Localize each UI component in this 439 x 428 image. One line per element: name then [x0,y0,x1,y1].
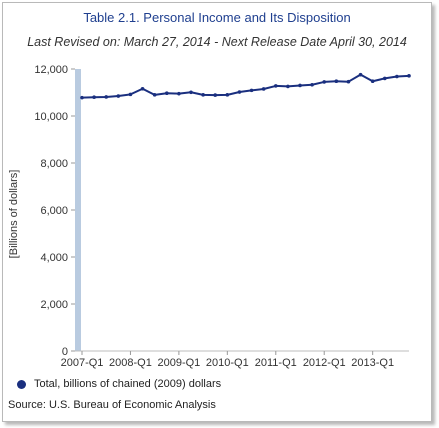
data-point [189,90,193,95]
data-point [92,95,96,99]
chart-title: Table 2.1. Personal Income and Its Dispo… [83,10,351,25]
data-point [177,91,181,96]
data-point [104,95,109,99]
y-tick-label: 8,000 [40,158,68,170]
data-point [152,93,157,97]
data-point [261,87,266,91]
y-tick-label: 4,000 [40,252,68,264]
legend-label: Total, billions of chained (2009) dollar… [34,378,222,390]
data-point [225,93,230,97]
x-tick-label: 2010-Q1 [206,357,249,369]
data-point [140,86,145,91]
data-point [370,79,375,84]
data-point [298,83,302,88]
y-tick-label: 2,000 [40,299,68,311]
data-point [346,79,351,84]
y-axis-label: [Billions of dollars] [8,170,20,259]
x-axis: 2007-Q1 2008-Q1 2009-Q1 2010-Q1 2011-Q1 2012-… [61,350,409,369]
data-point [334,79,339,84]
chart-frame: Table 2.1. Personal Income and Its Dispo… [2,2,432,422]
data-point [128,92,133,97]
data-point [237,90,242,94]
y-tick-label: 0 [62,346,68,358]
y-tick-label: 10,000 [34,111,68,123]
x-tick-label: 2009-Q1 [157,357,200,369]
data-point [395,74,399,79]
x-tick-label: 2008-Q1 [109,357,152,369]
data-point [286,84,290,89]
x-tick-label: 2011-Q1 [255,357,297,369]
y-tick-label: 6,000 [40,205,68,217]
data-point [201,93,205,97]
series-line [81,73,410,99]
x-tick-label: 2012-Q1 [303,357,346,369]
data-point [407,74,411,78]
y-tick-label: 12,000 [34,64,68,76]
chart-subtitle: Last Revised on: March 27, 2014 - Next R… [27,35,407,49]
plot-area [80,72,411,100]
data-point [273,84,278,88]
legend-marker [17,379,26,389]
data-point [164,91,169,96]
y-axis-band [75,69,81,351]
data-point [358,72,363,77]
x-tick-label: 2013-Q1 [351,357,394,369]
legend: Total, billions of chained (2009) dollar… [17,378,221,390]
data-point [382,76,387,81]
data-point [322,80,327,84]
data-point [310,82,314,87]
data-point [116,94,121,98]
data-point [80,95,84,100]
source-note: Source: U.S. Bureau of Economic Analysis [8,399,216,411]
y-axis: 0 2,000 4,000 6,000 8,000 10,000 12,000 [34,64,81,358]
data-point [213,93,218,97]
line-chart: 0 2,000 4,000 6,000 8,000 10,000 12,000 2007-Q… [8,64,411,369]
data-point [249,88,254,93]
x-tick-label: 2007-Q1 [61,357,104,369]
